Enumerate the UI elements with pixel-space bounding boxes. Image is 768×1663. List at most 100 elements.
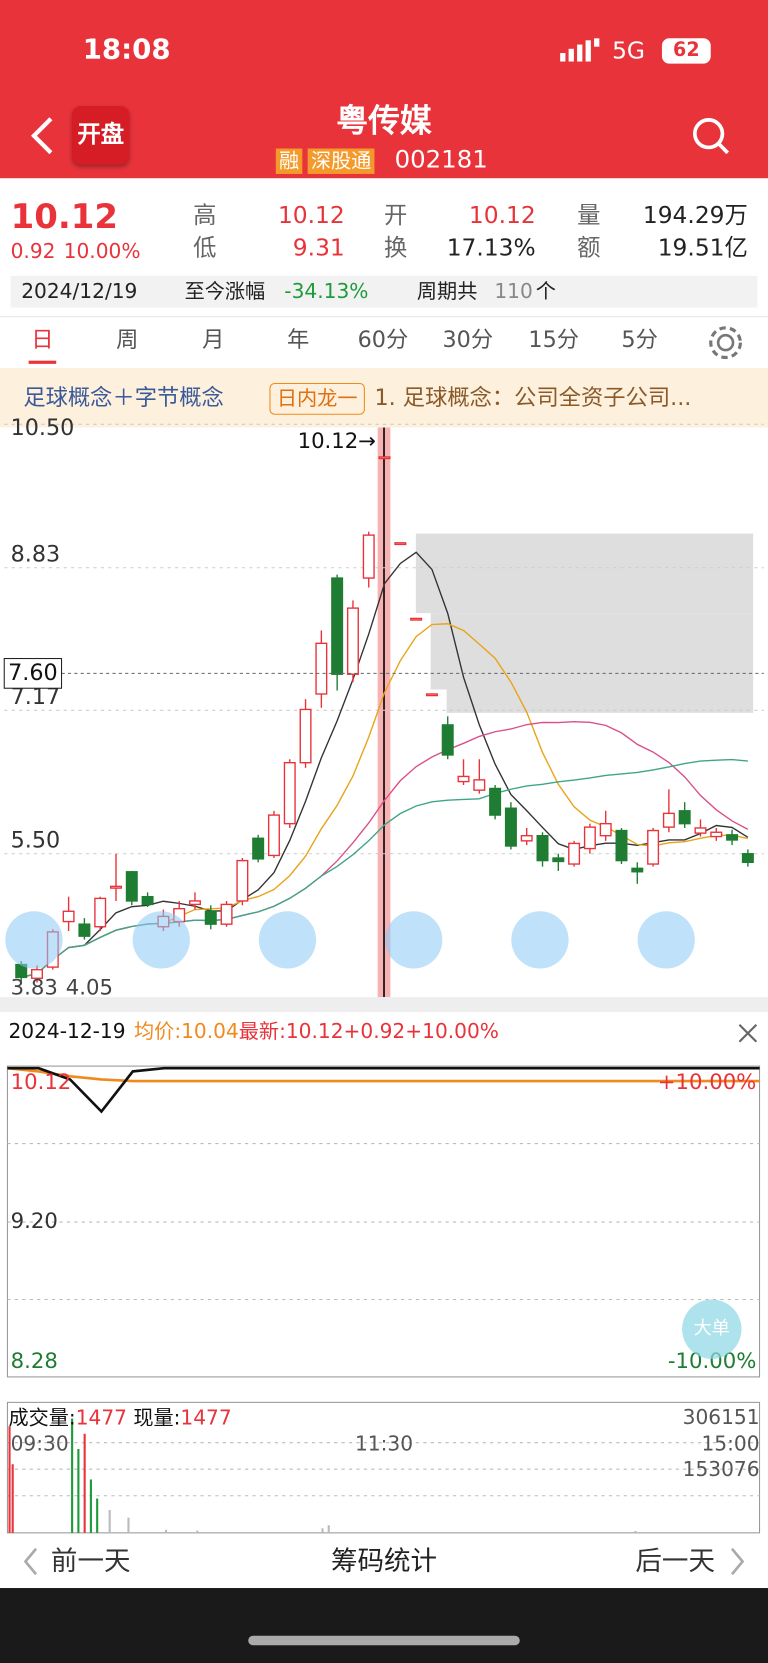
candle-body [78,923,91,937]
period-label: 周期共 [416,280,478,304]
big-order-label: 大单 [694,1318,730,1339]
tab-underline [28,360,57,364]
tab[interactable]: 15分 [528,326,580,353]
tab[interactable]: 60分 [357,326,409,353]
candle-body [94,897,107,928]
volume: 194.29万 [642,202,748,230]
chart-button[interactable] [511,911,569,969]
candle-body [299,708,312,764]
period-date: 2024/12/19 [21,280,138,304]
nav-next[interactable]: 后一天 [635,1545,715,1577]
change-pct: 10.00% [63,239,141,264]
tab[interactable]: 周 [116,326,139,353]
separator [0,997,768,1013]
tab[interactable]: 年 [286,326,310,353]
info-part: 1477 [180,1405,231,1429]
home-indicator [248,1635,520,1646]
network: 5G [612,38,646,65]
price-marker: 10.12→ [298,429,376,454]
tag: 深股通 [307,148,375,174]
crosshair-label: 7.60 [8,660,58,686]
banner-text: 1. 足球概念：公司全资子公司... [374,385,692,411]
big-order-button[interactable] [682,1299,742,1359]
chart-button[interactable] [5,911,63,969]
candle-body [568,842,581,865]
candle-body [236,859,249,902]
y-tick-label: 10.50 [11,415,75,441]
volume-bar [321,1528,324,1533]
candle-body [662,812,675,828]
banner [0,368,768,428]
chart-button[interactable] [637,911,695,969]
volume-frame [6,1401,761,1534]
label: 换 [384,235,408,263]
period-bar [10,275,758,308]
prev-arrow[interactable] [23,1547,38,1576]
chart-button[interactable] [132,911,190,969]
candle-body [473,779,486,791]
low: 9.31 [292,235,345,263]
home-bar [0,1588,768,1663]
info-part: 10.04 [181,1019,239,1043]
signal-icon [560,38,600,62]
label: 低 [193,235,217,263]
label: 高 [193,202,217,230]
banner-concept: 足球概念＋字节概念 [23,385,224,411]
chart-button[interactable] [258,911,317,969]
settings-button[interactable] [706,324,744,362]
volume-bar [83,1433,86,1533]
volume-bar [164,1529,168,1533]
candle-body [425,693,438,697]
intraday-label: 10.12 [11,1070,72,1095]
stock-code: 002181 [394,146,488,174]
time-label: 11:30 [355,1431,413,1455]
tab[interactable]: 日 [31,326,54,353]
divider [0,316,768,318]
avg-line [7,1066,760,1083]
intraday-label: 9.20 [11,1209,58,1234]
gain: -34.13% [284,280,369,304]
candle-body [631,867,644,873]
label: 开 [384,202,408,230]
chart-button[interactable] [385,911,443,969]
back-button[interactable] [28,115,60,157]
candle-body [62,910,75,923]
candle-body [252,837,265,860]
bottom-label: 3.83 [11,976,58,1001]
tab[interactable]: 5分 [621,326,658,353]
info-part: 2024-12-19 [8,1019,125,1043]
close-button[interactable] [738,1023,758,1043]
candle-body [536,835,549,862]
status-time: 18:08 [82,33,171,66]
search-button[interactable] [690,115,732,157]
info-part: 现量: [133,1405,180,1429]
candle-body [489,787,502,816]
nav-center[interactable]: 筹码统计 [330,1545,438,1577]
crosshair-label-box [3,657,63,689]
bottom-label: 4.05 [66,976,113,1001]
info-part: 成交量: [8,1405,75,1429]
candle-body [378,456,391,460]
candle-body [583,826,596,850]
candle-body [647,829,660,865]
candle-body [283,762,296,825]
info-part: 10.12 [286,1019,344,1043]
time-label: 15:00 [701,1431,759,1455]
candle-body [504,807,517,847]
next-arrow[interactable] [730,1547,745,1576]
candle-body [520,835,533,842]
tab[interactable]: 月 [202,326,225,353]
candle-body [726,834,739,841]
volume-max: 306151 [683,1405,760,1429]
high: 10.12 [277,202,345,230]
logo[interactable]: 开盘 [72,106,130,165]
candle-body [457,775,470,783]
candle-body [615,829,628,862]
volume-bar [77,1449,80,1533]
chip-zone [415,533,754,614]
nav-prev[interactable]: 前一天 [50,1545,131,1577]
tab[interactable]: 30分 [442,326,494,353]
y-tick-label: 8.83 [11,542,61,568]
candle-body [441,724,454,756]
